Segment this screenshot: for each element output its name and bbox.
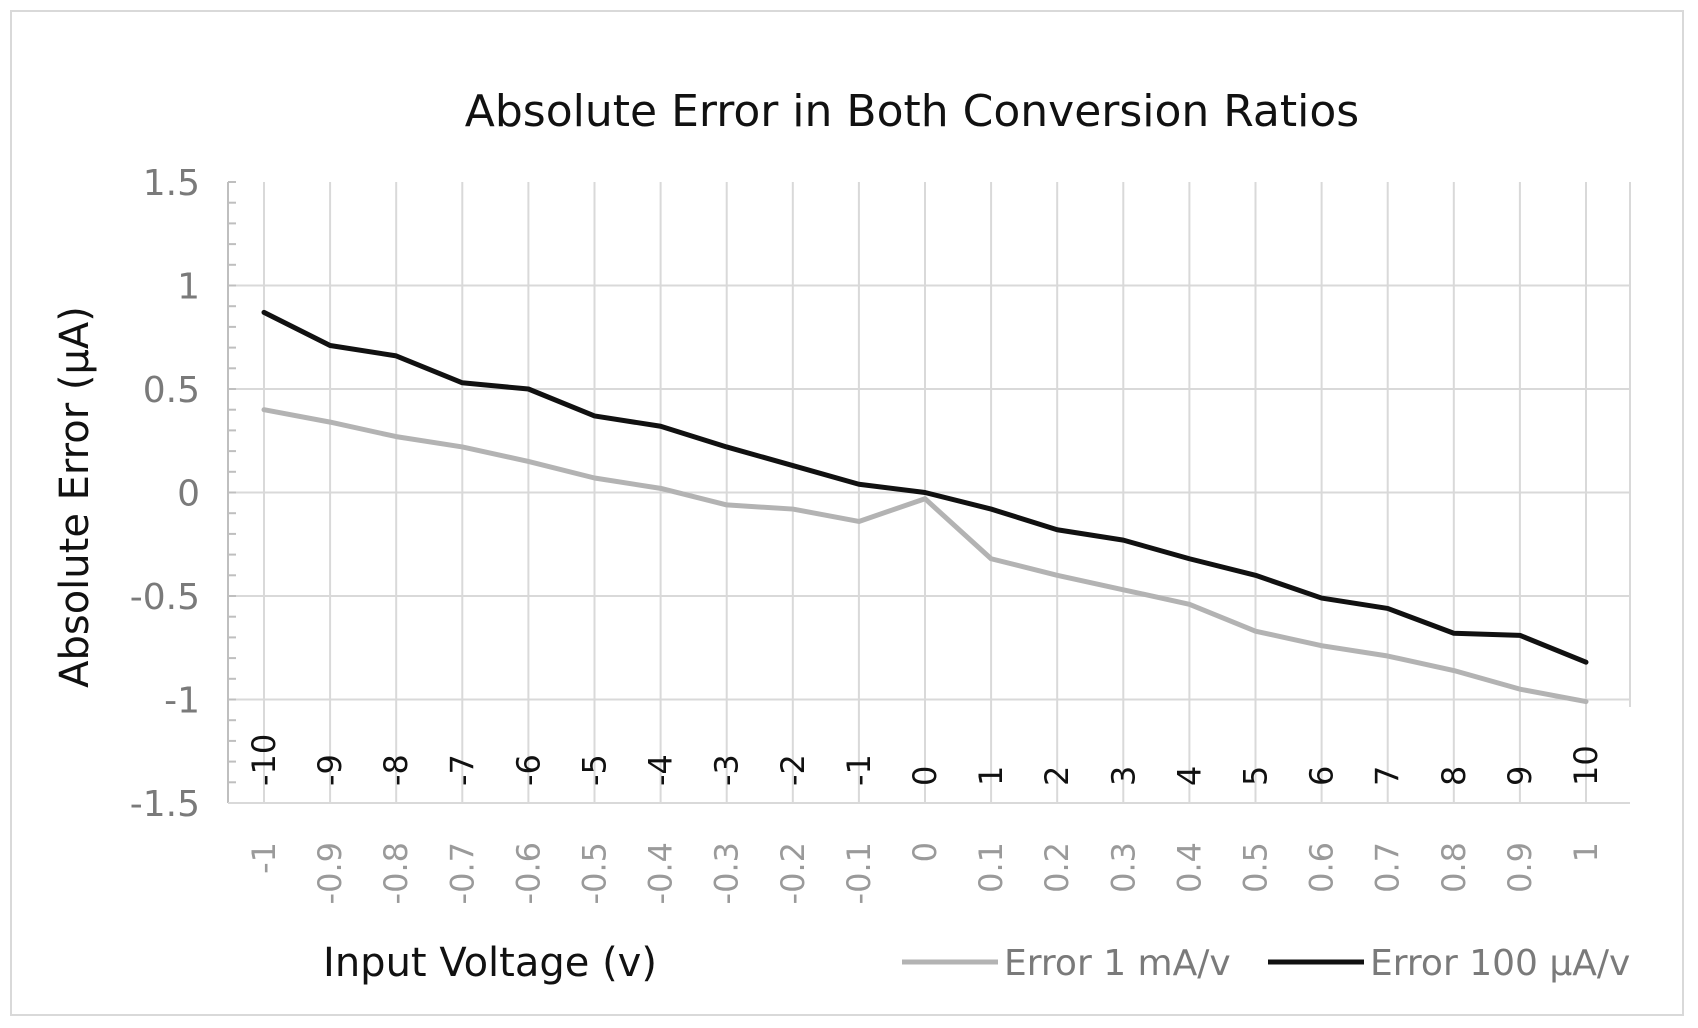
x-tick-label: 9: [1501, 766, 1539, 786]
x-tick-label: -3: [708, 754, 746, 786]
x-tick-label-secondary: 0: [906, 842, 944, 862]
y-tick-label: -1.5: [130, 784, 200, 825]
y-tick-label: 0: [177, 474, 200, 515]
x-tick-label: 3: [1104, 766, 1142, 786]
x-tick-labels: -10 -9 -8 -7 -6 -5 -4 -3 -2 -1 0 1 2 3 4 5 6 7 8 9 10: [245, 734, 1605, 786]
grid: [228, 182, 1631, 803]
x-tick-label: -8: [377, 754, 415, 786]
x-tick-label: -4: [642, 754, 680, 786]
x-tick-label-secondary: 0.3: [1104, 842, 1142, 893]
x-tick-label-secondary: 0.7: [1369, 842, 1407, 893]
x-tick-label: 1: [972, 766, 1010, 786]
x-tick-label-secondary: 0.4: [1170, 842, 1208, 893]
y-tick-labels: 1.5 1 0.5 0 -0.5 -1 -1.5: [130, 163, 200, 825]
legend-label: Error 1 mA/v: [1004, 943, 1231, 984]
x-tick-label-secondary: -0.4: [642, 842, 680, 904]
legend: Error 1 mA/v Error 100 μA/v: [902, 943, 1630, 984]
x-tick-label: -5: [576, 754, 614, 786]
x-tick-label-secondary: -0.2: [774, 842, 812, 904]
x-tick-label: 7: [1369, 766, 1407, 786]
x-tick-label: 2: [1038, 766, 1076, 786]
x-tick-label: 4: [1170, 766, 1208, 786]
legend-label: Error 100 μA/v: [1370, 943, 1630, 984]
x-tick-label-secondary: 0.6: [1303, 842, 1341, 893]
series-lines: [261, 309, 1589, 705]
x-tick-label: -6: [509, 754, 547, 786]
x-tick-label: 10: [1567, 745, 1605, 786]
axes: [227, 181, 1630, 804]
x-tick-label-secondary: -0.1: [840, 842, 878, 904]
y-tick-label: 1: [177, 267, 200, 308]
series-line: [261, 407, 1589, 705]
x-tick-label-secondary: -0.3: [708, 842, 746, 904]
chart-frame: [10, 10, 1684, 1016]
x-tick-label: 8: [1435, 766, 1473, 786]
y-tick-label: 1.5: [143, 163, 200, 204]
x-tick-label: 5: [1237, 766, 1275, 786]
x-tick-label-secondary: -0.8: [377, 842, 415, 904]
x-tick-label: -1: [840, 754, 878, 786]
x-tick-label: 0: [906, 766, 944, 786]
x-tick-labels-secondary: -1 -0.9 -0.8 -0.7 -0.6 -0.5 -0.4 -0.3 -0.2 -0.1 0 0…: [245, 842, 1605, 904]
x-tick-label-secondary: 0.2: [1038, 842, 1076, 893]
y-tick-label: -1: [164, 681, 200, 722]
x-tick-label-secondary: 0.1: [972, 842, 1010, 893]
x-tick-label-secondary: 0.9: [1501, 842, 1539, 893]
series-line: [261, 309, 1589, 665]
x-tick-label-secondary: -1: [245, 842, 283, 874]
x-tick-label: -7: [443, 754, 481, 786]
x-tick-label-secondary: -0.5: [576, 842, 614, 904]
x-tick-label-secondary: 0.5: [1237, 842, 1275, 893]
x-tick-label-secondary: 0.8: [1435, 842, 1473, 893]
x-tick-label: -9: [311, 754, 349, 786]
x-tick-label-secondary: -0.9: [311, 842, 349, 904]
y-axis-label: Absolute Error (μA): [52, 306, 98, 688]
chart-title: Absolute Error in Both Conversion Ratios: [465, 86, 1359, 137]
x-tick-label-secondary: -0.7: [443, 842, 481, 904]
x-tick-label: -10: [245, 734, 283, 786]
y-tick-label: 0.5: [143, 370, 200, 411]
x-tick-label: -2: [774, 754, 812, 786]
x-axis-label: Input Voltage (v): [323, 940, 657, 986]
y-tick-label: -0.5: [130, 577, 200, 618]
x-tick-label-secondary: -0.6: [509, 842, 547, 904]
x-tick-label-secondary: 1: [1567, 842, 1605, 862]
x-tick-label: 6: [1303, 766, 1341, 786]
